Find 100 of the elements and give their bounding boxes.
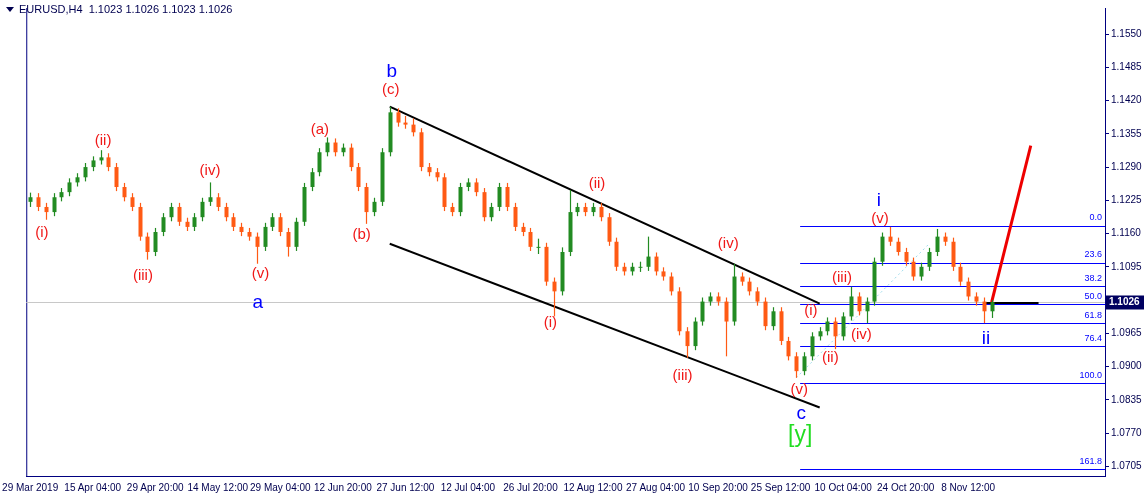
- candlestick: [505, 182, 510, 212]
- candlestick: [724, 296, 729, 357]
- annotation: (iii): [672, 366, 693, 384]
- annotation: (c): [382, 80, 400, 98]
- ref-line-label: 1.1026: [1109, 296, 1141, 308]
- x-tick-label: 10 Sep 20:00: [688, 481, 749, 493]
- annotation: (v): [871, 209, 889, 227]
- annotation: (iii): [132, 266, 153, 284]
- annotation: 23.6: [1084, 249, 1102, 260]
- candlestick: [654, 251, 659, 277]
- candlestick: [599, 202, 604, 222]
- y-tick-label: 1.1160: [1111, 227, 1142, 239]
- annotation: (iv): [717, 234, 739, 252]
- candlestick: [966, 276, 971, 302]
- annotation: (ii): [822, 348, 839, 366]
- annotation: 61.8: [1084, 310, 1102, 321]
- candlestick: [263, 222, 268, 252]
- candlestick: [396, 107, 401, 128]
- annotation: 100.0: [1079, 370, 1102, 381]
- candlestick: [849, 286, 854, 322]
- x-tick-label: 8 Nov 12:00: [941, 481, 996, 493]
- annotation: (ii): [588, 174, 606, 192]
- candlestick: [755, 286, 760, 307]
- candlestick: [646, 236, 651, 272]
- x-tick-label: 12 Jul 04:00: [440, 481, 496, 493]
- candlestick: [325, 136, 330, 157]
- candlestick: [114, 162, 119, 192]
- annotation: (i): [804, 301, 818, 319]
- candlestick: [865, 296, 870, 324]
- candlestick: [552, 276, 557, 318]
- annotation: 161.8: [1079, 456, 1102, 467]
- annotation: (iv): [199, 161, 221, 179]
- x-tick-label: 25 Sep 12:00: [750, 481, 811, 493]
- y-tick-label: 1.0965: [1111, 327, 1143, 339]
- annotation: i: [876, 189, 882, 211]
- annotation: (iv): [851, 325, 872, 343]
- candlestick: [349, 142, 354, 172]
- candlestick: [52, 192, 57, 217]
- annotation: 0.0: [1089, 212, 1102, 223]
- annotation: 38.2: [1084, 273, 1102, 284]
- x-tick-label: 29 May 04:00: [250, 481, 312, 493]
- candlestick: [169, 202, 174, 222]
- candlestick: [317, 147, 322, 177]
- candlestick: [700, 296, 705, 327]
- x-tick-label: 29 Apr 20:00: [126, 481, 185, 493]
- annotation: 50.0: [1084, 291, 1102, 302]
- candlestick: [958, 262, 963, 287]
- annotation: 76.4: [1084, 333, 1102, 344]
- candlestick: [255, 231, 260, 265]
- candlestick: [802, 351, 807, 376]
- y-tick-label: 1.1225: [1111, 194, 1143, 206]
- annotation: ii: [981, 327, 991, 349]
- annotation: (iii): [832, 268, 852, 286]
- x-tick-label: 24 Oct 20:00: [877, 481, 935, 493]
- y-tick-label: 1.0705: [1111, 460, 1143, 472]
- candlestick: [935, 228, 940, 257]
- x-tick-label: 14 May 12:00: [187, 481, 249, 493]
- candlestick: [224, 202, 229, 222]
- annotation: (v): [790, 380, 808, 398]
- annotation: a: [252, 291, 264, 313]
- candlestick: [685, 326, 690, 359]
- x-tick-label: 27 Aug 04:00: [626, 481, 686, 493]
- candlestick: [177, 202, 182, 227]
- candlestick: [857, 291, 862, 316]
- candlestick: [161, 212, 166, 237]
- candlestick: [927, 247, 932, 272]
- candlestick: [833, 316, 838, 350]
- x-tick-label: 29 Mar 2019: [2, 481, 59, 493]
- candlestick: [982, 296, 987, 324]
- y-tick-label: 1.0835: [1111, 393, 1143, 405]
- candlestick: [794, 351, 799, 379]
- candlestick: [153, 227, 158, 257]
- candlestick: [497, 182, 502, 212]
- candlestick: [208, 181, 213, 207]
- candlestick: [911, 257, 916, 282]
- candlestick: [145, 231, 150, 261]
- candlestick: [669, 271, 674, 297]
- annotation: (a): [310, 120, 330, 138]
- annotation: (ii): [94, 131, 112, 149]
- x-tick-label: 12 Aug 12:00: [563, 481, 623, 493]
- annotation: b: [386, 60, 398, 82]
- y-tick-label: 1.1420: [1111, 94, 1143, 106]
- x-tick-label: 27 Jun 12:00: [376, 481, 435, 493]
- candlestick: [372, 197, 377, 217]
- candlestick: [122, 182, 127, 202]
- candlestick: [513, 202, 518, 232]
- candlestick: [810, 331, 815, 362]
- candlestick: [310, 167, 315, 192]
- candlestick: [786, 336, 791, 362]
- candlestick: [278, 212, 283, 237]
- y-tick-label: 1.0900: [1111, 360, 1143, 372]
- y-tick-label: 1.1355: [1111, 127, 1143, 139]
- annotation: (v): [251, 264, 270, 282]
- x-tick-label: 26 Jul 20:00: [503, 481, 559, 493]
- candlestick: [83, 162, 88, 182]
- annotation: c: [796, 402, 806, 424]
- candlestick: [286, 227, 291, 258]
- candlestick: [888, 226, 893, 247]
- x-tick-label: 12 Jun 20:00: [313, 481, 373, 493]
- candlestick: [489, 202, 494, 222]
